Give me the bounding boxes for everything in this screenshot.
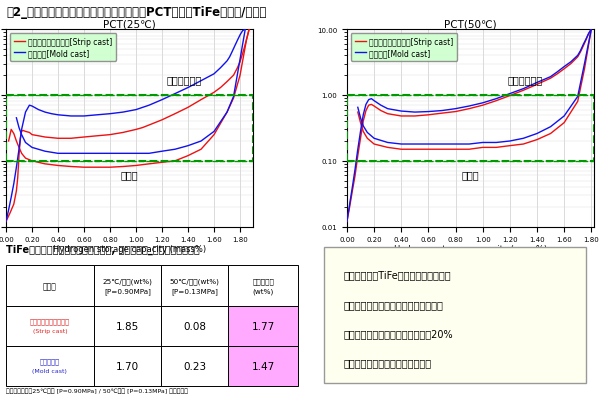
Bar — [6, 306, 94, 346]
Bar — [161, 306, 228, 346]
Text: TiFe系合金（ストリップキャスト材, 鋳型鋳造材_水素吸蔵量比較）: TiFe系合金（ストリップキャスト材, 鋳型鋳造材_水素吸蔵量比較） — [6, 244, 200, 255]
Text: 有効水素量の増加が見込めます。: 有効水素量の増加が見込めます。 — [343, 358, 431, 368]
Bar — [228, 306, 298, 346]
Text: ストリップキャスト材のほうが約20%: ストリップキャスト材のほうが約20% — [343, 328, 453, 338]
Text: 1.70: 1.70 — [116, 361, 139, 371]
Text: ＊有効水素量：25℃吸蔵 [P=0.90MPa] / 50℃放出 [P=0.13MPa] での水素量: ＊有効水素量：25℃吸蔵 [P=0.90MPa] / 50℃放出 [P=0.13… — [6, 388, 188, 393]
Text: 高圧ガス規制: 高圧ガス規制 — [507, 75, 542, 85]
Text: 25℃/吸蔵(wt%): 25℃/吸蔵(wt%) — [103, 277, 152, 284]
Text: 大気圧: 大気圧 — [121, 170, 139, 180]
Text: 大気圧: 大気圧 — [461, 170, 479, 180]
Text: ストリップキャスト材: ストリップキャスト材 — [30, 317, 70, 324]
Text: 有効水素量: 有効水素量 — [253, 277, 274, 284]
Text: 0.08: 0.08 — [183, 321, 206, 331]
Bar — [94, 266, 161, 306]
Text: (Strip cast): (Strip cast) — [32, 328, 67, 334]
Text: キャスト材と鋳型鋳造材の比較では、: キャスト材と鋳型鋳造材の比較では、 — [343, 299, 443, 309]
Text: 図2_ストリップキャスト法と鋳型鋳造法のPCT比較（TiFe系合金/一例）: 図2_ストリップキャスト法と鋳型鋳造法のPCT比較（TiFe系合金/一例） — [6, 6, 266, 19]
Text: 50℃/吸蔵(wt%): 50℃/吸蔵(wt%) — [170, 277, 220, 284]
Text: 鋳造法: 鋳造法 — [43, 281, 57, 290]
Bar — [6, 96, 253, 162]
Bar — [228, 346, 298, 386]
Text: [P=0.13MPa]: [P=0.13MPa] — [171, 288, 218, 294]
Text: [P=0.90MPa]: [P=0.90MPa] — [104, 288, 151, 294]
X-axis label: Hydrogen storage capacity (mass%): Hydrogen storage capacity (mass%) — [53, 244, 206, 253]
Bar — [94, 306, 161, 346]
Bar — [161, 346, 228, 386]
Bar — [6, 266, 94, 306]
Bar — [228, 266, 298, 306]
Legend: ストリップキャスト[Strip cast], 鋳型鋳造[Mold cast]: ストリップキャスト[Strip cast], 鋳型鋳造[Mold cast] — [351, 34, 457, 62]
Bar — [6, 346, 94, 386]
Text: 1.47: 1.47 — [251, 361, 275, 371]
Text: (Mold cast): (Mold cast) — [32, 369, 67, 373]
Bar — [94, 346, 161, 386]
Bar — [347, 96, 594, 162]
Legend: ストリップキャスト[Strip cast], 鋳型鋳造[Mold cast]: ストリップキャスト[Strip cast], 鋳型鋳造[Mold cast] — [10, 34, 116, 62]
Text: 1.85: 1.85 — [116, 321, 139, 331]
Bar — [324, 247, 586, 383]
Text: (wt%): (wt%) — [253, 288, 274, 294]
Text: 高圧ガス規制: 高圧ガス規制 — [166, 75, 202, 85]
Text: 0.23: 0.23 — [183, 361, 206, 371]
X-axis label: Hydrogen storage capacity (mass%): Hydrogen storage capacity (mass%) — [394, 244, 547, 253]
Bar — [161, 266, 228, 306]
Text: 一例として、TiFe系合金のストリップ: 一例として、TiFe系合金のストリップ — [343, 270, 451, 280]
Title: PCT(25℃): PCT(25℃) — [103, 19, 156, 29]
Title: PCT(50℃): PCT(50℃) — [444, 19, 497, 29]
Text: 1.77: 1.77 — [251, 321, 275, 331]
Text: 鋳型鋳造材: 鋳型鋳造材 — [40, 357, 60, 364]
